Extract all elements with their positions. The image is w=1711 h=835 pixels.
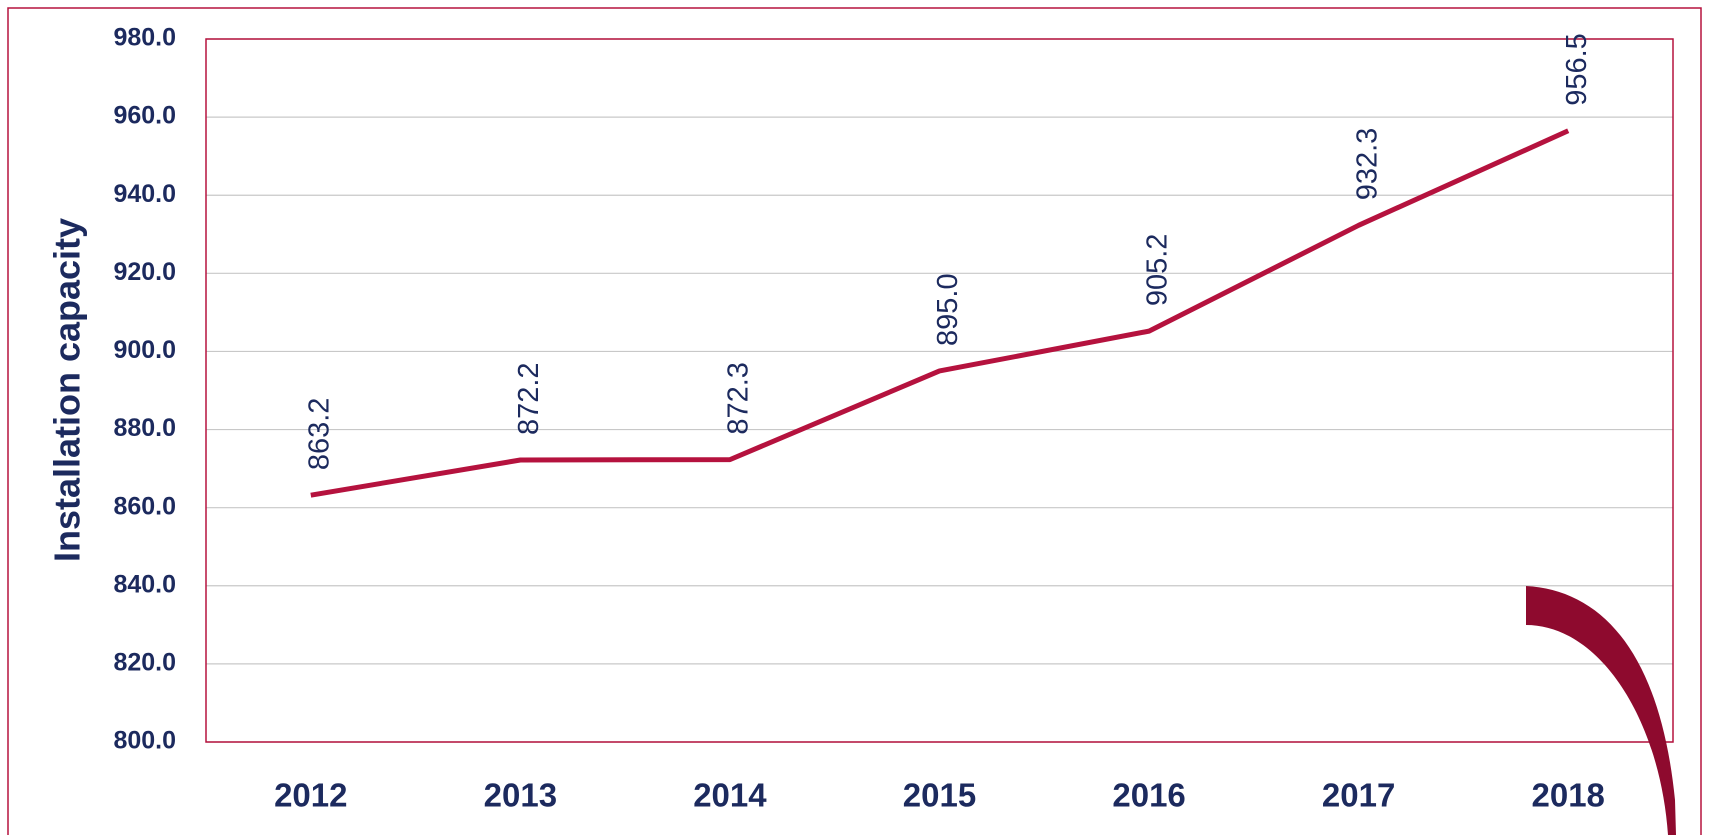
y-tick-label: 820.0 bbox=[113, 648, 176, 676]
value-label: 956.5 bbox=[1561, 33, 1593, 106]
line bbox=[310, 128, 1570, 498]
plot-border bbox=[205, 38, 1674, 743]
value-label: 872.2 bbox=[513, 362, 545, 435]
y-tick-label: 920.0 bbox=[113, 258, 176, 286]
y-axis-title: Installation capacity bbox=[47, 218, 88, 562]
value-label: 895.0 bbox=[932, 273, 964, 346]
y-tick-label: 940.0 bbox=[113, 180, 176, 208]
x-tick-label: 2016 bbox=[1112, 777, 1185, 814]
value-label: 863.2 bbox=[303, 398, 335, 471]
x-tick-label: 2012 bbox=[274, 777, 347, 814]
y-tick-label: 800.0 bbox=[113, 727, 176, 755]
y-tick-label: 840.0 bbox=[113, 570, 176, 598]
value-label: 905.2 bbox=[1142, 234, 1174, 307]
value-label: 932.3 bbox=[1351, 128, 1383, 201]
y-tick-label: 960.0 bbox=[113, 102, 176, 130]
x-tick-label: 2018 bbox=[1532, 777, 1605, 814]
value-label: 872.3 bbox=[723, 362, 755, 435]
x-tick-label: 2015 bbox=[903, 777, 976, 814]
x-tick-label: 2013 bbox=[484, 777, 557, 814]
decoration bbox=[1526, 586, 1676, 835]
y-tick-label: 900.0 bbox=[113, 336, 176, 364]
grid bbox=[206, 38, 1673, 743]
y-tick-label: 980.0 bbox=[113, 24, 176, 52]
y-tick-label: 880.0 bbox=[113, 414, 176, 442]
x-tick-label: 2017 bbox=[1322, 777, 1395, 814]
x-tick-label: 2014 bbox=[693, 777, 767, 814]
frame bbox=[7, 7, 1702, 835]
y-tick-label: 860.0 bbox=[113, 492, 176, 520]
